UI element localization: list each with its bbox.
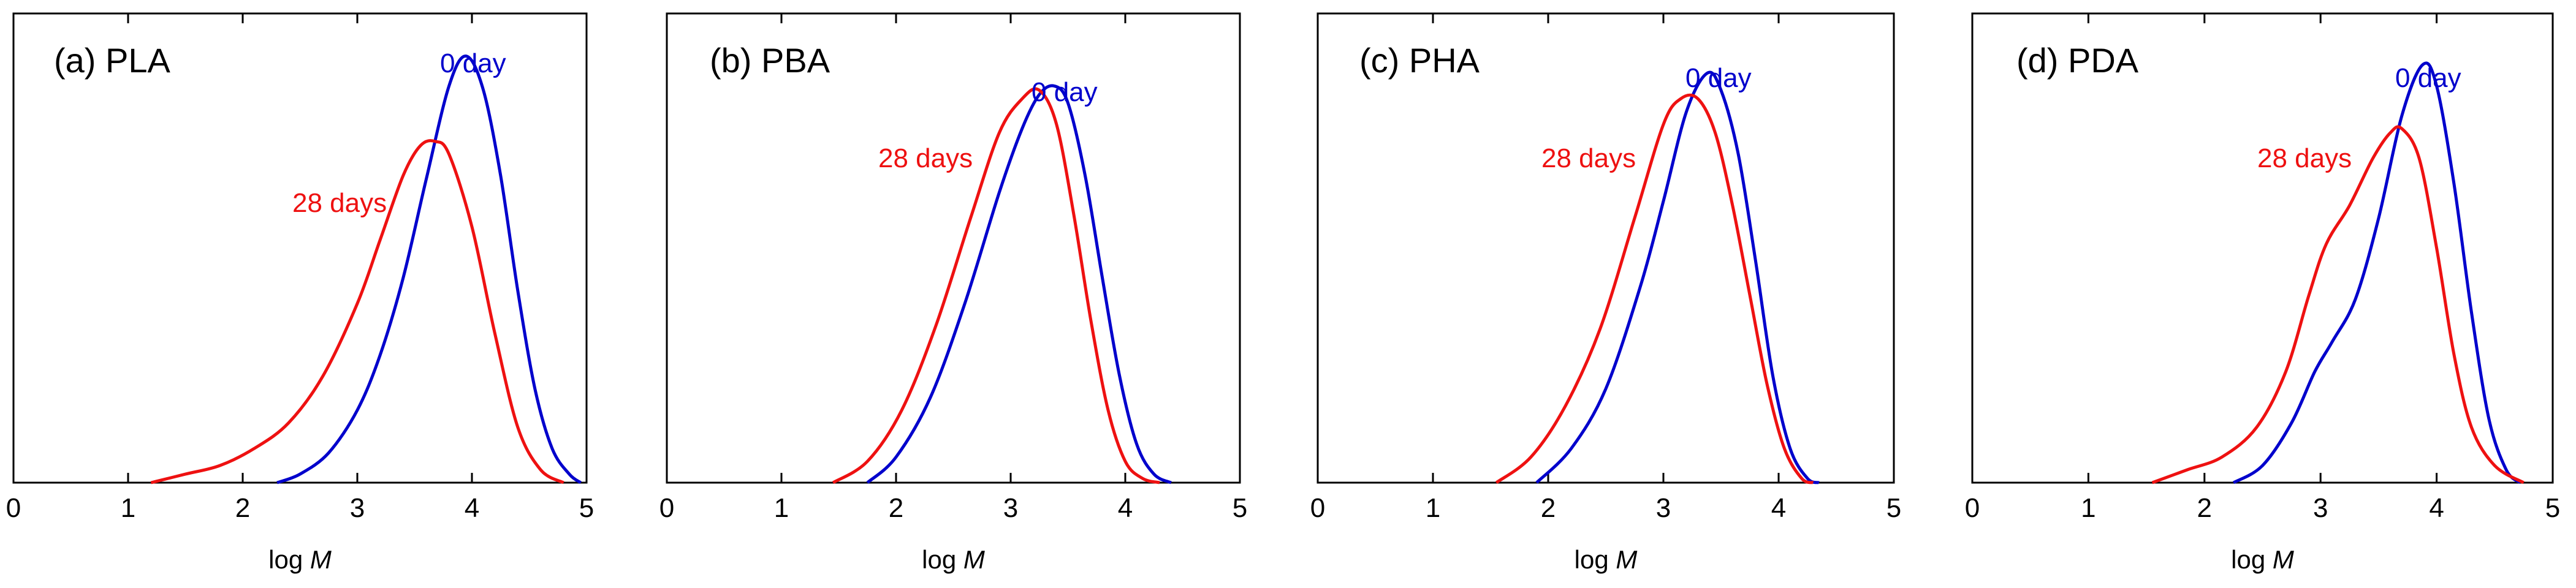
plot-frame	[12, 12, 588, 484]
annotation-28-days: 28 days	[2257, 143, 2352, 173]
x-tick-label: 5	[2545, 493, 2560, 523]
curve-28-days	[150, 139, 564, 484]
x-ticks	[666, 13, 1241, 483]
panel-d: 0 1 2 3 4 5 log M (d) PDA 0 day 28 days	[1965, 12, 2560, 574]
x-tick-label: 5	[1886, 493, 1901, 523]
x-tick-labels: 0 1 2 3 4 5	[6, 493, 594, 523]
x-tick-label: 2	[2197, 493, 2212, 523]
curve-0-day	[1535, 70, 1820, 484]
x-tick-labels: 0 1 2 3 4 5	[1310, 493, 1901, 523]
panel-c: 0 1 2 3 4 5 log M (c) PHA 0 day 28 days	[1310, 12, 1901, 574]
x-tick-label: 2	[889, 493, 903, 523]
x-tick-label: 5	[1233, 493, 1247, 523]
x-tick-label: 2	[235, 493, 250, 523]
annotation-0-day: 0 day	[440, 48, 506, 78]
panel-title: (d) PDA	[2016, 41, 2139, 80]
x-tick-label: 0	[6, 493, 21, 523]
curve-28-days	[1495, 93, 1814, 484]
x-tick-label: 4	[2429, 493, 2444, 523]
x-axis-label: log M	[268, 545, 332, 574]
x-tick-label: 0	[659, 493, 674, 523]
annotation-0-day: 0 day	[2395, 63, 2461, 93]
x-tick-label: 3	[1656, 493, 1671, 523]
x-tick-label: 4	[1771, 493, 1786, 523]
curve-28-days	[832, 87, 1160, 484]
x-tick-label: 1	[121, 493, 135, 523]
x-tick-label: 2	[1541, 493, 1556, 523]
x-tick-labels: 0 1 2 3 4 5	[659, 493, 1247, 523]
panel-b: 0 1 2 3 4 5 log M (b) PBA 0 day 28 days	[659, 12, 1247, 574]
annotation-0-day: 0 day	[1032, 77, 1098, 107]
x-axis-label: log M	[2231, 545, 2294, 574]
annotation-28-days: 28 days	[1541, 143, 1636, 173]
curve-0-day	[2232, 61, 2521, 484]
curve-0-day	[866, 84, 1172, 484]
annotation-28-days: 28 days	[292, 188, 387, 218]
x-tick-label: 0	[1310, 493, 1325, 523]
panel-a: 0 1 2 3 4 5 log M (a) PLA 0 day 28 days	[6, 12, 594, 574]
x-tick-label: 1	[1426, 493, 1440, 523]
plot-frame	[1316, 12, 1895, 484]
x-tick-label: 5	[579, 493, 594, 523]
x-tick-label: 0	[1965, 493, 1980, 523]
x-tick-label: 3	[350, 493, 365, 523]
panel-title: (b) PBA	[710, 41, 830, 80]
curve-28-days	[2151, 125, 2525, 484]
x-axis-label: log M	[1575, 545, 1638, 574]
x-tick-label: 1	[2081, 493, 2095, 523]
plot-frame	[1971, 12, 2554, 484]
x-tick-label: 3	[2313, 493, 2328, 523]
x-axis-label: log M	[922, 545, 985, 574]
x-ticks	[1316, 13, 1895, 483]
x-ticks	[12, 13, 588, 483]
panel-title: (c) PHA	[1359, 41, 1480, 80]
panel-title: (a) PLA	[54, 41, 170, 80]
annotation-28-days: 28 days	[878, 143, 973, 173]
x-tick-label: 1	[774, 493, 789, 523]
annotation-0-day: 0 day	[1685, 63, 1752, 93]
x-ticks	[1971, 13, 2554, 483]
plot-frame	[666, 12, 1241, 484]
x-tick-label: 4	[1118, 493, 1133, 523]
x-tick-labels: 0 1 2 3 4 5	[1965, 493, 2560, 523]
x-tick-label: 3	[1003, 493, 1018, 523]
curve-0-day	[276, 55, 582, 484]
x-tick-label: 4	[465, 493, 479, 523]
